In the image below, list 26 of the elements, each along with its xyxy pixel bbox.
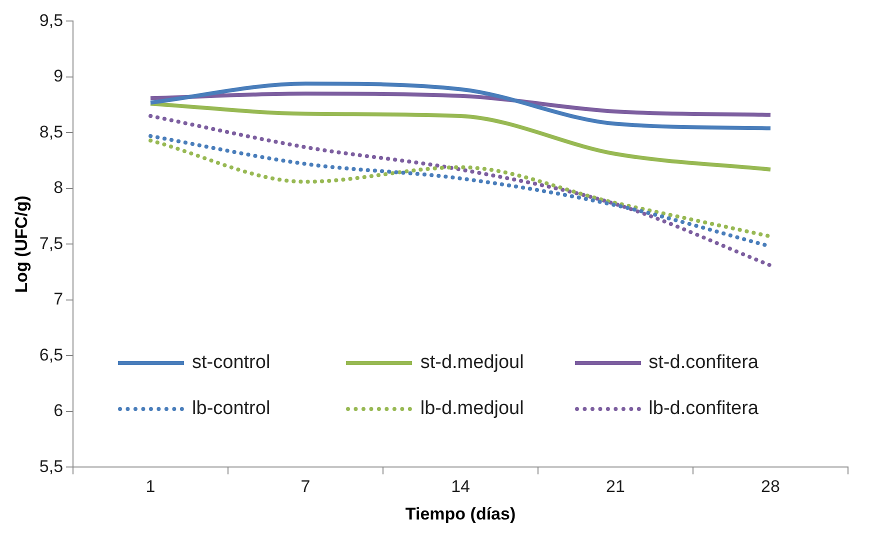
y-tick-label: 9,5 (39, 10, 64, 30)
legend-label: st-d.medjoul (420, 352, 524, 374)
line-series (148, 82, 773, 130)
y-tick-label: 8,5 (39, 122, 64, 142)
x-tick-label: 7 (300, 477, 310, 496)
x-tick-label: 1 (146, 477, 156, 496)
x-tick-label: 14 (451, 477, 470, 496)
x-tick-label: 21 (606, 477, 625, 496)
y-tick-label: 6,5 (39, 345, 64, 364)
legend-label: st-d.confitera (648, 352, 758, 374)
y-tick-label: 5,5 (39, 456, 64, 476)
y-tick-label: 7 (54, 290, 64, 309)
line-series (148, 92, 773, 117)
legend-label: st-control (192, 352, 270, 374)
y-tick-label: 8 (54, 178, 64, 198)
y-axis-title: Log (UFC/g) (12, 196, 31, 293)
x-tick-label: 28 (761, 477, 780, 496)
y-tick-label: 6 (54, 401, 64, 420)
y-tick-label: 7,5 (39, 234, 64, 253)
line-series (148, 114, 773, 268)
legend-label: lb-d.confitera (648, 398, 758, 420)
y-tick-label: 9 (54, 66, 64, 86)
legend-label: lb-d.medjoul (420, 398, 524, 420)
legend-label: lb-control (192, 398, 270, 420)
x-axis-title: Tiempo (días) (405, 504, 516, 524)
line-series (148, 102, 773, 172)
